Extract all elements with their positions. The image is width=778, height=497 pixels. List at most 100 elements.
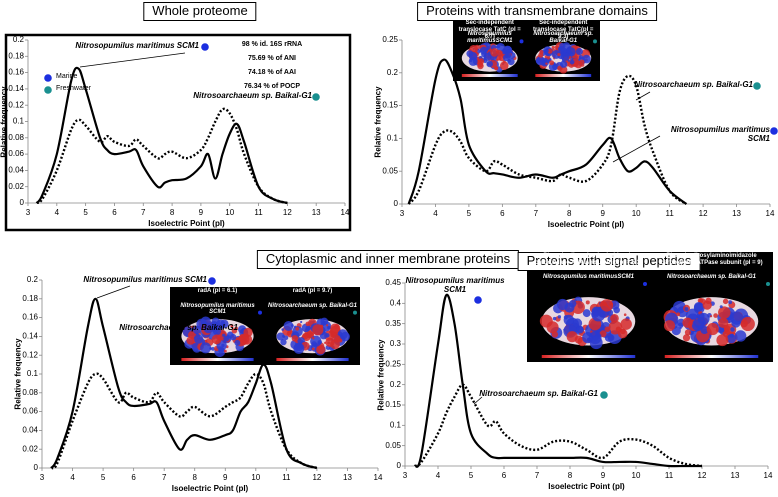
surface-patch (559, 42, 566, 50)
x-tick-label: 9 (601, 471, 606, 480)
y-axis-label: Relative frequency (376, 338, 386, 411)
surface-patch (230, 324, 234, 328)
color-bar (461, 74, 518, 77)
x-tick-label: 5 (469, 471, 474, 480)
x-axis-label: Isoelectric Point (pI) (547, 220, 625, 229)
y-tick-label: 0.16 (22, 313, 38, 322)
series-label: Nitrosoarchaeum sp. Baikal-G1 (479, 389, 598, 398)
surface-patch (706, 322, 719, 336)
x-tick-label: 9 (223, 473, 228, 482)
series-marker (753, 82, 761, 90)
inset-caption: Phosphoribosylaminoimidazole carboxylase… (660, 253, 763, 266)
series-line (407, 58, 688, 205)
x-tick-label: 4 (433, 209, 438, 218)
inset-organism: Nitrosopumilus maritimusSCM1 (467, 31, 513, 45)
x-tick-label: 8 (193, 473, 198, 482)
surface-patch (673, 300, 686, 314)
chart-title: Proteins with transmembrane domains (417, 2, 657, 21)
surface-patch (468, 51, 478, 61)
legend-marker (44, 86, 52, 94)
y-tick-label: 0.14 (8, 84, 24, 93)
surface-patch (334, 324, 340, 330)
y-tick-label: 0.2 (387, 68, 399, 77)
surface-patch (709, 315, 713, 318)
surface-patch (563, 314, 575, 326)
y-tick-label: 0 (397, 461, 402, 470)
surface-patch (677, 322, 684, 329)
series-label: Nitrosoarchaeum sp. Baikal-G1 (119, 323, 238, 332)
x-tick-label: 8 (568, 471, 573, 480)
surface-patch (538, 52, 544, 58)
y-tick-label: 0.4 (390, 298, 402, 307)
series-marker (312, 93, 320, 101)
surface-patch (276, 332, 285, 341)
surface-patch (730, 311, 744, 325)
inset-caption: radA (pI = 9.7) (292, 288, 333, 294)
x-axis-label: Isoelectric Point (pI) (171, 484, 249, 493)
series-marker (201, 43, 209, 51)
surface-patch (723, 325, 731, 332)
surface-patch (663, 320, 676, 332)
surface-patch (535, 58, 542, 64)
note: 76.34 % of POCP (243, 83, 301, 90)
surface-patch (585, 300, 590, 305)
chart-title: Cytoplasmic and inner membrane proteins (256, 250, 520, 269)
surface-patch (324, 341, 327, 344)
surface-patch (702, 300, 712, 310)
surface-patch (730, 327, 735, 332)
surface-patch (551, 49, 561, 59)
surface-patch (546, 321, 559, 334)
y-tick-label: 0.12 (22, 350, 38, 359)
panel-frame (4, 33, 352, 232)
surface-patch (496, 55, 502, 61)
y-tick-label: 0 (394, 199, 399, 208)
surface-patch (504, 52, 512, 59)
surface-patch (486, 60, 493, 68)
surface-patch (303, 335, 306, 338)
surface-patch (280, 338, 287, 346)
surface-patch (728, 300, 733, 305)
inset-marker (643, 282, 647, 286)
surface-patch (223, 349, 227, 353)
x-tick-label: 14 (341, 208, 350, 217)
surface-patch (740, 316, 755, 332)
y-tick-label: 0.08 (22, 388, 38, 397)
surface-patch (549, 60, 555, 66)
y-tick-label: 0.06 (22, 407, 38, 416)
inset-caption: radA (pI = 6.1) (197, 288, 238, 294)
surface-patch (291, 335, 299, 342)
surface-patch (327, 341, 331, 345)
surface-patch (623, 313, 627, 317)
x-tick-label: 11 (282, 473, 291, 482)
surface-patch (563, 328, 566, 331)
surface-patch (186, 336, 195, 345)
surface-patch (545, 49, 549, 53)
surface-patch (684, 307, 689, 312)
surface-patch (326, 324, 329, 327)
x-tick-label: 3 (26, 208, 31, 217)
surface-patch (600, 299, 614, 312)
x-tick-label: 5 (467, 209, 472, 218)
y-axis-label: Relative frequency (373, 86, 383, 158)
surface-patch (557, 315, 562, 319)
x-tick-label: 10 (632, 209, 641, 218)
surface-patch (575, 48, 583, 56)
x-tick-label: 11 (665, 209, 674, 218)
surface-patch (722, 298, 729, 305)
x-tick-label: 9 (601, 209, 606, 218)
leader-line (473, 396, 483, 405)
y-tick-label: 0 (34, 463, 39, 472)
x-tick-label: 4 (436, 471, 441, 480)
inset-caption: Sec-independent translocase TatC (pI = 6… (458, 20, 521, 40)
inset-marker (766, 282, 770, 286)
inset-organism: Nitrosopumilus maritimusSCM1 (542, 274, 634, 280)
surface-patch (554, 45, 559, 50)
surface-patch (295, 326, 300, 331)
legend-label: Freshwater (56, 85, 92, 92)
x-tick-label: 8 (567, 209, 572, 218)
surface-patch (579, 59, 585, 65)
y-tick-label: 0.1 (390, 420, 402, 429)
series-line (414, 383, 703, 468)
surface-patch (200, 342, 212, 354)
